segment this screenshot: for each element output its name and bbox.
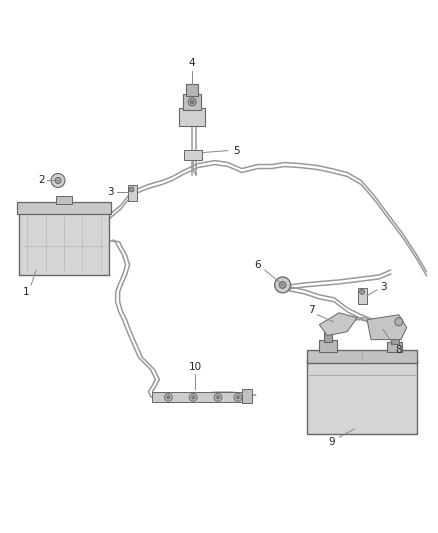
Circle shape bbox=[189, 393, 197, 401]
Circle shape bbox=[214, 393, 222, 401]
Bar bbox=[307, 360, 417, 434]
Polygon shape bbox=[367, 315, 407, 340]
Bar bbox=[19, 211, 109, 275]
Bar bbox=[183, 94, 201, 110]
Circle shape bbox=[275, 277, 290, 293]
Circle shape bbox=[216, 396, 219, 399]
Bar bbox=[242, 389, 252, 403]
Bar bbox=[179, 108, 205, 126]
Circle shape bbox=[188, 98, 196, 106]
Bar bbox=[152, 392, 244, 402]
Circle shape bbox=[395, 318, 403, 326]
Text: 1: 1 bbox=[23, 287, 29, 297]
Circle shape bbox=[129, 187, 134, 192]
Text: 4: 4 bbox=[189, 58, 195, 68]
Bar bbox=[324, 332, 332, 342]
Bar bbox=[184, 150, 202, 159]
Text: 6: 6 bbox=[254, 260, 261, 270]
Bar bbox=[358, 288, 367, 304]
Text: 5: 5 bbox=[233, 146, 240, 156]
Text: 2: 2 bbox=[38, 175, 44, 185]
Text: 8: 8 bbox=[396, 344, 402, 354]
Circle shape bbox=[164, 393, 172, 401]
Circle shape bbox=[234, 393, 242, 401]
Text: 7: 7 bbox=[308, 305, 315, 315]
Text: 9: 9 bbox=[328, 437, 335, 447]
Circle shape bbox=[191, 100, 194, 103]
Bar bbox=[391, 335, 399, 344]
Circle shape bbox=[55, 177, 61, 183]
Bar bbox=[127, 185, 137, 201]
Circle shape bbox=[237, 396, 240, 399]
Circle shape bbox=[51, 173, 65, 188]
Text: 10: 10 bbox=[189, 362, 202, 373]
Bar bbox=[17, 203, 111, 214]
Bar bbox=[319, 340, 337, 352]
Bar bbox=[387, 342, 402, 352]
Bar bbox=[186, 84, 198, 96]
Polygon shape bbox=[319, 313, 357, 336]
Bar bbox=[56, 196, 72, 204]
Circle shape bbox=[192, 396, 194, 399]
Text: 3: 3 bbox=[107, 188, 114, 197]
Circle shape bbox=[279, 281, 286, 288]
Circle shape bbox=[360, 289, 364, 294]
Bar bbox=[307, 350, 417, 364]
Circle shape bbox=[167, 396, 170, 399]
Text: 3: 3 bbox=[381, 282, 387, 292]
